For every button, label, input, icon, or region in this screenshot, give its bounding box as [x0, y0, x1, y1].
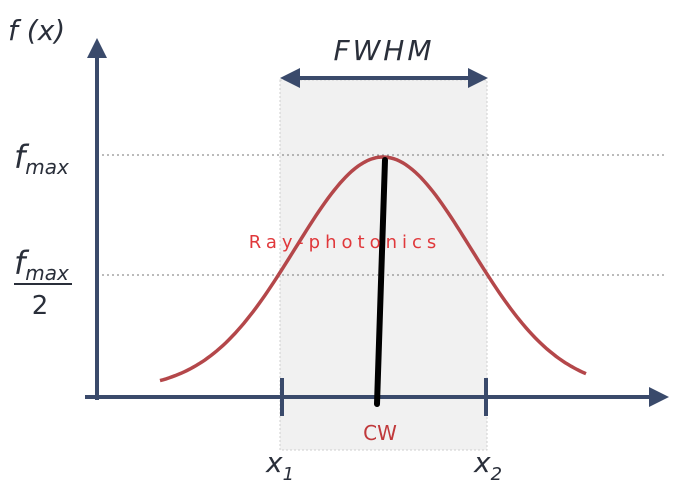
fwhm-label: FWHM	[333, 34, 434, 67]
cw-label: CW	[363, 421, 397, 445]
x2-label: x2	[473, 446, 502, 485]
center-line	[374, 157, 388, 407]
x1-label: x1	[265, 446, 294, 485]
half-max-label: fmax	[14, 244, 69, 285]
denominator: 2	[32, 291, 49, 321]
y-axis-label: f (x)	[8, 14, 65, 47]
gaussian-curve	[159, 155, 587, 383]
fmax-label: fmax	[14, 138, 69, 179]
watermark: Ray-photonics	[249, 232, 442, 253]
